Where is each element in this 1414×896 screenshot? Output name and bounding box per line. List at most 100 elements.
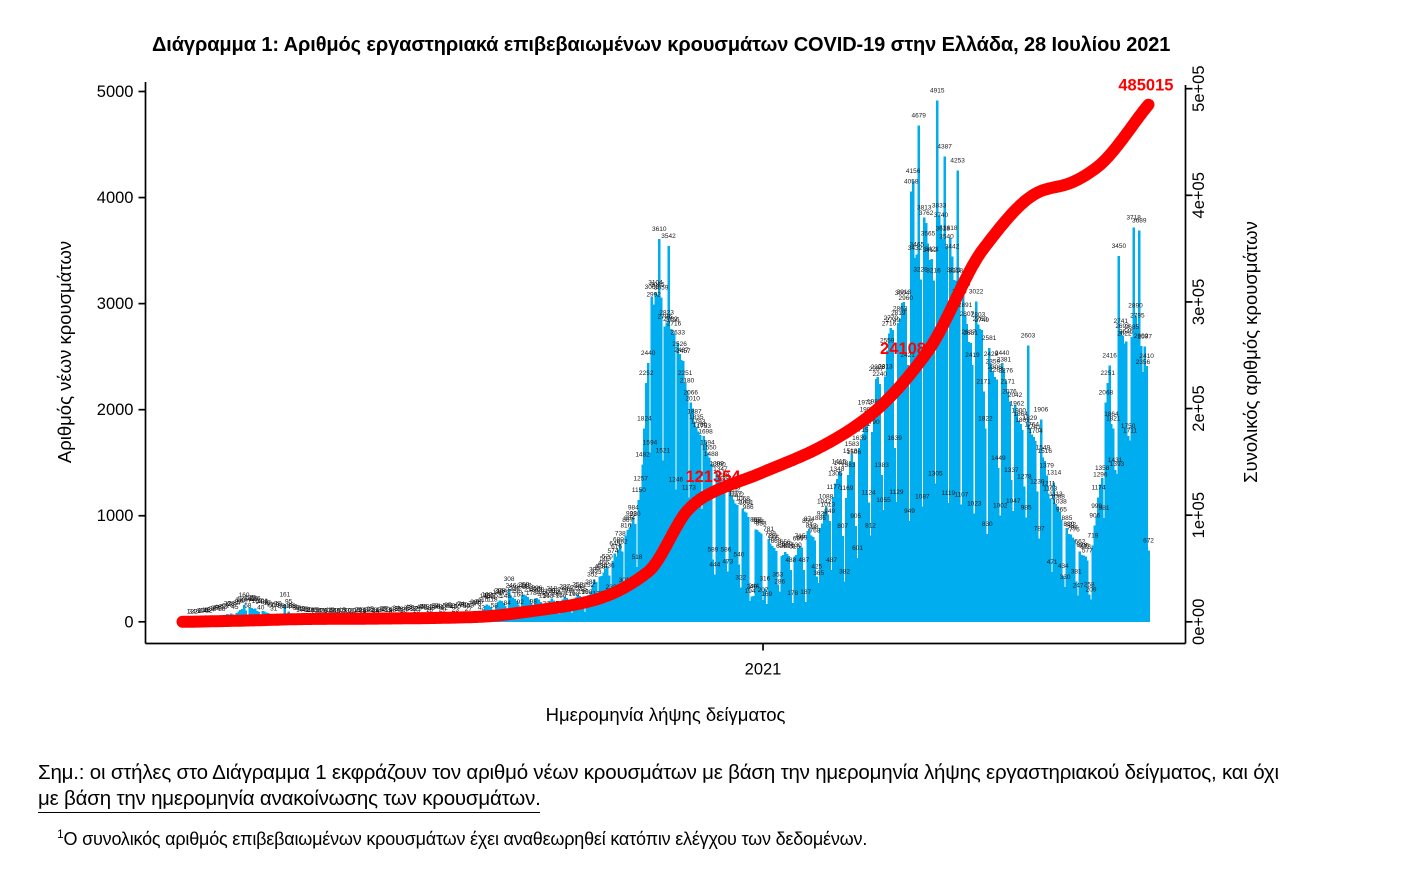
bar-label: 3833 <box>932 202 947 209</box>
bar-label: 1379 <box>1039 463 1054 470</box>
bar-label: 3421 <box>924 246 939 253</box>
bar <box>817 583 820 622</box>
bar <box>771 546 774 622</box>
bar-label: 503 <box>600 555 611 562</box>
bar-label: 622 <box>776 543 787 550</box>
bar <box>756 529 759 622</box>
bar-label: 194 <box>496 588 507 595</box>
bar-label: 72 <box>224 601 232 608</box>
bar-label: 984 <box>628 504 639 511</box>
bar <box>774 550 778 622</box>
bar-label: 10 <box>400 608 408 615</box>
bar <box>852 462 856 622</box>
bar <box>1060 519 1063 622</box>
bar <box>904 307 907 622</box>
bar-label: 2807 <box>960 311 975 318</box>
bar-label: 1549 <box>1036 445 1051 452</box>
bar <box>793 556 796 622</box>
bar <box>845 497 848 622</box>
bar <box>1047 493 1050 622</box>
bar-label: 46 <box>215 604 223 611</box>
bar <box>657 238 661 622</box>
bar-label: 1715 <box>854 427 869 434</box>
bar-label: 1124 <box>862 490 876 497</box>
bar-label: 210 <box>557 587 568 594</box>
cumulative-line <box>176 98 1155 628</box>
bar <box>1032 437 1035 622</box>
y-right-tick-label: 1e+05 <box>1190 492 1208 538</box>
bar-label: 178 <box>787 590 798 597</box>
bar-label: 1864 <box>1013 411 1028 418</box>
bar-label: 84 <box>233 600 241 607</box>
bar <box>974 301 978 622</box>
chart-note-line2: με βάση την ημερομηνία ανακοίνωσης των κ… <box>38 786 541 810</box>
bar-label: 3216 <box>926 268 941 275</box>
bar <box>1017 420 1021 622</box>
bar-label: 218 <box>546 586 557 593</box>
bar <box>960 504 963 622</box>
bar-label: 16 <box>326 607 334 614</box>
bar <box>984 428 987 622</box>
bar <box>713 574 717 622</box>
bar <box>902 302 906 622</box>
bar-label: 17 <box>296 607 304 614</box>
bar-label: 55 <box>448 603 456 610</box>
bar-label: 19 <box>385 607 393 614</box>
bar-label: 1521 <box>656 447 671 454</box>
bar-label: 1835 <box>689 414 704 421</box>
bar-label: 28 <box>218 606 226 613</box>
bar-label: 2603 <box>1021 333 1036 340</box>
bar <box>882 509 885 622</box>
bar-label: 28 <box>300 606 308 613</box>
bar <box>1024 517 1028 622</box>
bar <box>976 324 980 622</box>
bar-label: 69 <box>459 601 467 608</box>
bar <box>1128 440 1132 622</box>
bar-label: 203 <box>548 587 559 594</box>
bar-label: 2756 <box>665 317 680 324</box>
bar-label: 3618 <box>943 225 958 232</box>
bar <box>596 603 600 622</box>
bar <box>1110 424 1113 622</box>
bar-label: 2180 <box>680 378 695 385</box>
bar-label: 2287 <box>869 366 884 373</box>
bar-label: 8 <box>198 608 202 615</box>
bar <box>767 538 770 622</box>
bar-label: 259 <box>519 581 530 588</box>
bar-label: 70 <box>229 601 237 608</box>
bar-label: 2 <box>190 609 194 616</box>
bar <box>1067 533 1071 622</box>
bar <box>1021 429 1024 622</box>
bar-label: 258 <box>572 581 583 588</box>
bar-label: 61 <box>446 602 454 609</box>
bar <box>995 379 998 622</box>
bar-label: 14 <box>372 607 380 614</box>
bar-label: 38 <box>424 605 432 612</box>
y-right-tick-label: 2e+05 <box>1190 385 1208 431</box>
bar <box>559 605 563 622</box>
bar <box>828 521 831 622</box>
bar-label: 1348 <box>830 466 845 473</box>
bar-label: 1055 <box>876 497 891 504</box>
bar <box>895 502 898 622</box>
bar-label: 2381 <box>997 356 1012 363</box>
bar <box>796 548 800 622</box>
bar <box>893 447 896 622</box>
bar-label: 113 <box>235 597 246 604</box>
bar-label: 2559 <box>880 337 895 344</box>
bar-label: 33 <box>409 605 417 612</box>
bar <box>791 602 794 622</box>
bar <box>750 596 754 622</box>
bar-label: 226 <box>531 585 542 592</box>
bar-label: 94 <box>255 599 263 606</box>
bar-label: 618 <box>789 543 800 550</box>
bar <box>1037 538 1041 622</box>
bar-label: 14 <box>315 607 323 614</box>
bar <box>1023 486 1026 622</box>
bar-label: 12 <box>331 608 339 615</box>
bar <box>583 612 587 622</box>
bar <box>869 535 872 622</box>
bar-label: 29 <box>415 606 423 613</box>
bar <box>804 601 807 622</box>
bar <box>921 506 924 622</box>
